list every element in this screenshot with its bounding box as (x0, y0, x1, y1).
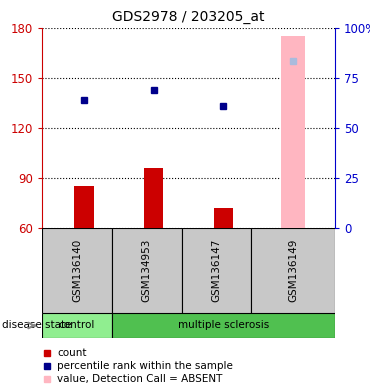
Text: GSM134953: GSM134953 (142, 239, 152, 302)
Text: GSM136140: GSM136140 (72, 239, 82, 302)
Bar (281, 36, 305, 228)
Text: disease state: disease state (2, 321, 71, 331)
Bar (42, 313, 112, 338)
Bar (112, 313, 335, 338)
Bar (182, 228, 251, 313)
Bar (251, 228, 335, 313)
Text: multiple sclerosis: multiple sclerosis (178, 321, 269, 331)
Text: value, Detection Call = ABSENT: value, Detection Call = ABSENT (57, 374, 222, 384)
Text: count: count (57, 348, 87, 358)
Bar (74, 186, 94, 228)
Text: percentile rank within the sample: percentile rank within the sample (57, 361, 233, 371)
Text: GSM136147: GSM136147 (211, 239, 221, 302)
Bar (144, 168, 164, 228)
Bar (42, 228, 112, 313)
Bar (213, 208, 233, 228)
Text: GSM136149: GSM136149 (288, 239, 298, 302)
Title: GDS2978 / 203205_at: GDS2978 / 203205_at (112, 10, 265, 24)
Bar (112, 228, 182, 313)
Text: control: control (59, 321, 95, 331)
